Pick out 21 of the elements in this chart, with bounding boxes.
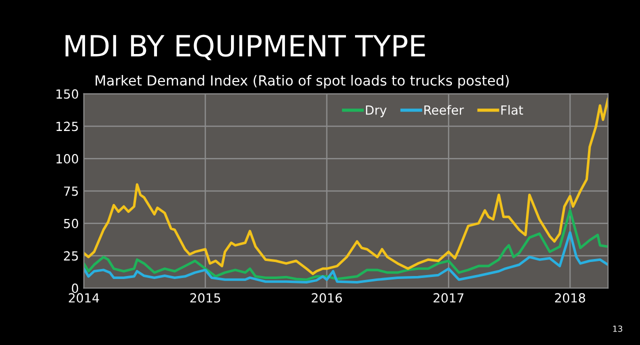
x-tick-label: 2017 xyxy=(434,293,464,303)
y-tick-label: 0 xyxy=(72,284,78,293)
line-series xyxy=(84,209,608,281)
legend-label: Dry xyxy=(366,105,387,118)
y-tick-label: 125 xyxy=(56,122,78,132)
x-tick-label: 2015 xyxy=(190,293,220,303)
line-series xyxy=(84,98,608,276)
legend-label: Reefer xyxy=(424,105,464,115)
chart-subtitle: Market Demand Index (Ratio of spot loads to trucks posted) xyxy=(96,74,509,88)
y-tick-label: 25 xyxy=(64,251,78,261)
text: 13 xyxy=(613,326,622,332)
y-tick-label: 100 xyxy=(56,154,78,164)
x-tick-label: 2016 xyxy=(312,293,342,303)
x-tick-label: 2018 xyxy=(555,293,586,303)
y-tick-label: 75 xyxy=(64,186,78,196)
line-series xyxy=(84,231,608,284)
chart-title: MDI BY EQUIPMENT TYPE xyxy=(66,34,425,60)
y-tick-label: 50 xyxy=(64,218,78,228)
legend-label: Flat xyxy=(501,105,524,115)
x-tick-label: 2014 xyxy=(68,293,100,303)
y-tick-label: 150 xyxy=(56,89,78,99)
